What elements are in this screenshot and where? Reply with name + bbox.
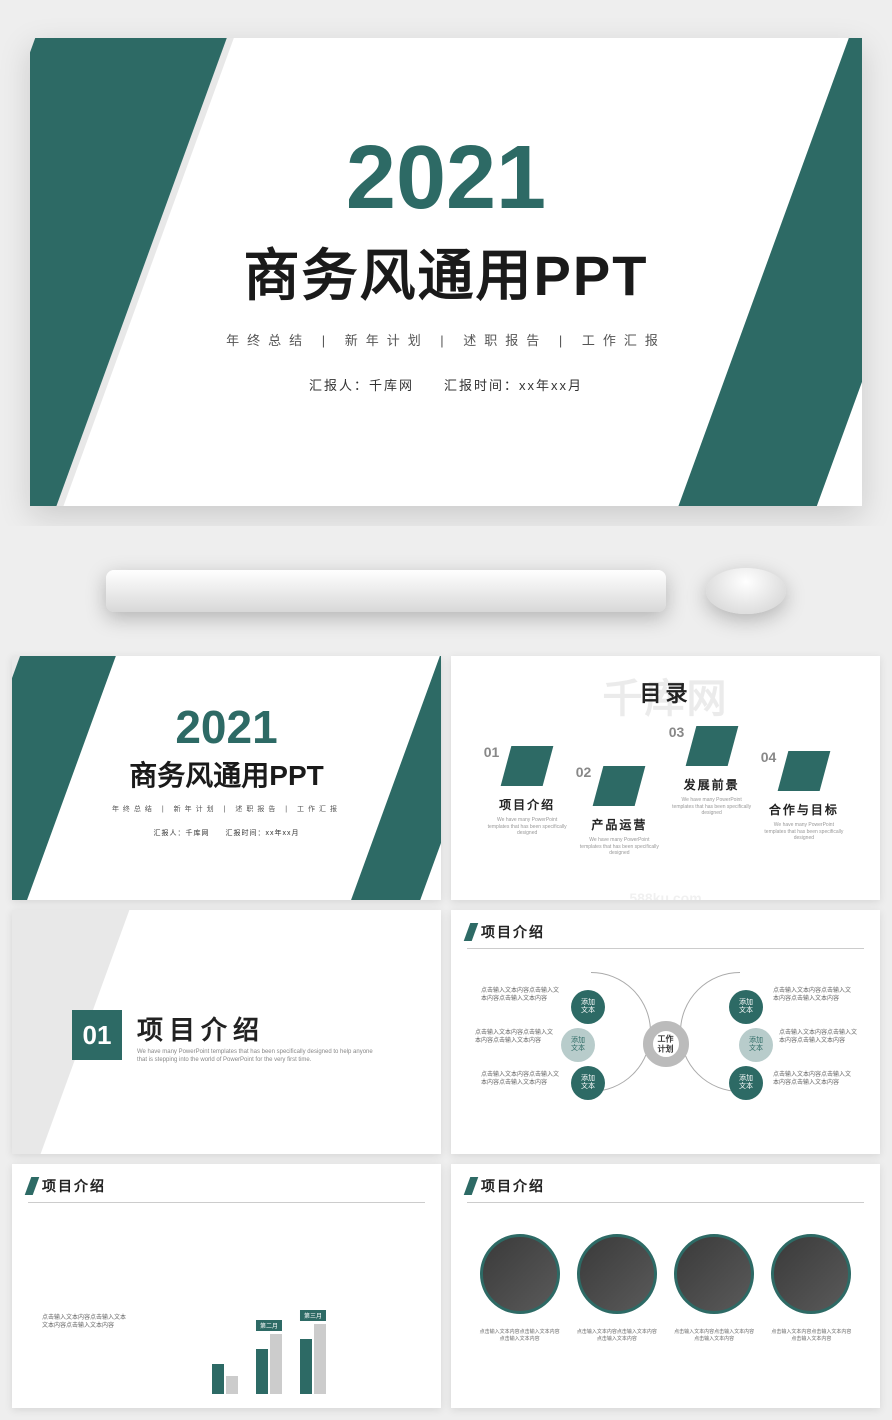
diagram-center-label: 工作 计划 bbox=[658, 1035, 674, 1054]
chart-bar bbox=[314, 1324, 326, 1394]
slide5-caption: 点击输入文本内容点击输入文本 文本内容点击输入文本内容 bbox=[42, 1314, 172, 1331]
diagram-node: 添加 文本 bbox=[561, 1028, 595, 1062]
circle-image-placeholder bbox=[674, 1234, 754, 1314]
diagram-node: 添加 文本 bbox=[571, 1066, 605, 1100]
diagram-caption: 点击输入文本内容点击输入文本内容点击输入文本内容 bbox=[475, 1030, 555, 1046]
keyboard-mockup bbox=[106, 570, 666, 612]
toc-label: 发展前景 bbox=[672, 776, 752, 793]
hero-slide: 2021 商务风通用PPT 年终总结 | 新年计划 | 述职报告 | 工作汇报 … bbox=[30, 38, 862, 506]
toc-item: 02 产品运营 We have many PowerPoint template… bbox=[579, 766, 659, 857]
chart-bar bbox=[256, 1349, 268, 1394]
diagram-node: 添加 文本 bbox=[571, 990, 605, 1024]
diagram-caption: 点击输入文本内容点击输入文本内容点击输入文本内容 bbox=[481, 988, 561, 1004]
toc-item: 01 项目介绍 We have many PowerPoint template… bbox=[487, 746, 567, 837]
chart-bar bbox=[270, 1334, 282, 1394]
slide6-header: 项目介绍 bbox=[481, 1176, 545, 1196]
header-accent-bar bbox=[464, 1177, 479, 1195]
slide4-header: 项目介绍 bbox=[481, 922, 545, 942]
hero-title: 商务风通用PPT bbox=[30, 231, 862, 312]
section-desc: We have many PowerPoint templates that h… bbox=[137, 1048, 377, 1065]
header-accent-bar bbox=[464, 923, 479, 941]
bar-tag: 第二月 bbox=[256, 1320, 282, 1331]
thumb-slide-section: 01 项目介绍 We have many PowerPoint template… bbox=[12, 910, 441, 1154]
toc-label: 合作与目标 bbox=[764, 801, 844, 818]
toc-flag: 04 bbox=[778, 751, 831, 791]
mini-subtitle: 年终总结 | 新年计划 | 述职报告 | 工作汇报 bbox=[12, 804, 441, 814]
circle-image-placeholder bbox=[771, 1234, 851, 1314]
circle-caption: 点击输入文本内容点击输入文本内容点击输入文本内容 bbox=[771, 1329, 851, 1342]
thumb-slide-circles: 项目介绍 点击输入文本内容点击输入文本内容点击输入文本内容 点击输入文本内容点击输… bbox=[451, 1164, 880, 1408]
slide5-header: 项目介绍 bbox=[42, 1176, 106, 1196]
diagram-node: 添加 文本 bbox=[739, 1028, 773, 1062]
circle-image-placeholder bbox=[480, 1234, 560, 1314]
hero-reporter: 汇报人：千库网 汇报时间：xx年xx月 bbox=[30, 375, 862, 394]
bar-group bbox=[212, 1364, 238, 1398]
toc-item: 04 合作与目标 We have many PowerPoint templat… bbox=[764, 751, 844, 842]
diagram-node: 添加 文本 bbox=[729, 1066, 763, 1100]
thumb-slide-barchart: 项目介绍 点击输入文本内容点击输入文本 文本内容点击输入文本内容 第二月 第三月 bbox=[12, 1164, 441, 1408]
section-number: 01 bbox=[72, 1010, 122, 1060]
mini-reporter: 汇报人：千库网 汇报时间：xx年xx月 bbox=[12, 828, 441, 838]
toc-flag: 01 bbox=[501, 746, 554, 786]
diagram-caption: 点击输入文本内容点击输入文本内容点击输入文本内容 bbox=[773, 988, 853, 1004]
toc-number: 01 bbox=[484, 744, 500, 760]
diagram-node: 添加 文本 bbox=[729, 990, 763, 1024]
toc-desc: We have many PowerPoint templates that h… bbox=[579, 837, 659, 857]
toc-label: 项目介绍 bbox=[487, 796, 567, 813]
bar-tag: 第三月 bbox=[300, 1310, 326, 1321]
chart-bar bbox=[226, 1376, 238, 1394]
toc-flag: 03 bbox=[685, 726, 738, 766]
diagram-caption: 点击输入文本内容点击输入文本内容点击输入文本内容 bbox=[481, 1072, 561, 1088]
diagram-caption: 点击输入文本内容点击输入文本内容点击输入文本内容 bbox=[779, 1030, 859, 1046]
toc-number: 02 bbox=[576, 764, 592, 780]
hero-year: 2021 bbox=[30, 133, 862, 223]
hero-subtitle: 年终总结 | 新年计划 | 述职报告 | 工作汇报 bbox=[30, 330, 862, 349]
header-accent-bar bbox=[25, 1177, 40, 1195]
toc-desc: We have many PowerPoint templates that h… bbox=[672, 797, 752, 817]
circle-caption: 点击输入文本内容点击输入文本内容点击输入文本内容 bbox=[480, 1329, 560, 1342]
bar-group: 第三月 bbox=[300, 1324, 326, 1398]
circle-caption: 点击输入文本内容点击输入文本内容点击输入文本内容 bbox=[577, 1329, 657, 1342]
toc-number: 03 bbox=[668, 724, 684, 740]
thumb-slide-cover: 2021 商务风通用PPT 年终总结 | 新年计划 | 述职报告 | 工作汇报 … bbox=[12, 656, 441, 900]
toc-title: 目录 bbox=[451, 676, 880, 708]
bar-group: 第二月 bbox=[256, 1334, 282, 1398]
circle-caption: 点击输入文本内容点击输入文本内容点击输入文本内容 bbox=[674, 1329, 754, 1342]
toc-item: 03 发展前景 We have many PowerPoint template… bbox=[672, 726, 752, 817]
mouse-mockup bbox=[706, 568, 786, 614]
toc-number: 04 bbox=[761, 749, 777, 765]
chart-bar bbox=[212, 1364, 224, 1394]
watermark-url: 588ku.com bbox=[451, 890, 880, 900]
diagram-caption: 点击输入文本内容点击输入文本内容点击输入文本内容 bbox=[773, 1072, 853, 1088]
circle-image-placeholder bbox=[577, 1234, 657, 1314]
mini-title: 商务风通用PPT bbox=[12, 754, 441, 794]
toc-flag: 02 bbox=[593, 766, 646, 806]
section-title: 项目介绍 bbox=[137, 1010, 265, 1047]
mini-year: 2021 bbox=[12, 704, 441, 750]
toc-desc: We have many PowerPoint templates that h… bbox=[764, 822, 844, 842]
peripherals-row bbox=[0, 526, 892, 656]
thumb-slide-toc: 千库网 目录 01 项目介绍 We have many PowerPoint t… bbox=[451, 656, 880, 900]
toc-label: 产品运营 bbox=[579, 816, 659, 833]
chart-bar bbox=[300, 1339, 312, 1394]
thumb-slide-diagram: 项目介绍 工作 计划 添加 文本点击输入文本内容点击输入文本内容点击输入文本内容… bbox=[451, 910, 880, 1154]
toc-desc: We have many PowerPoint templates that h… bbox=[487, 817, 567, 837]
